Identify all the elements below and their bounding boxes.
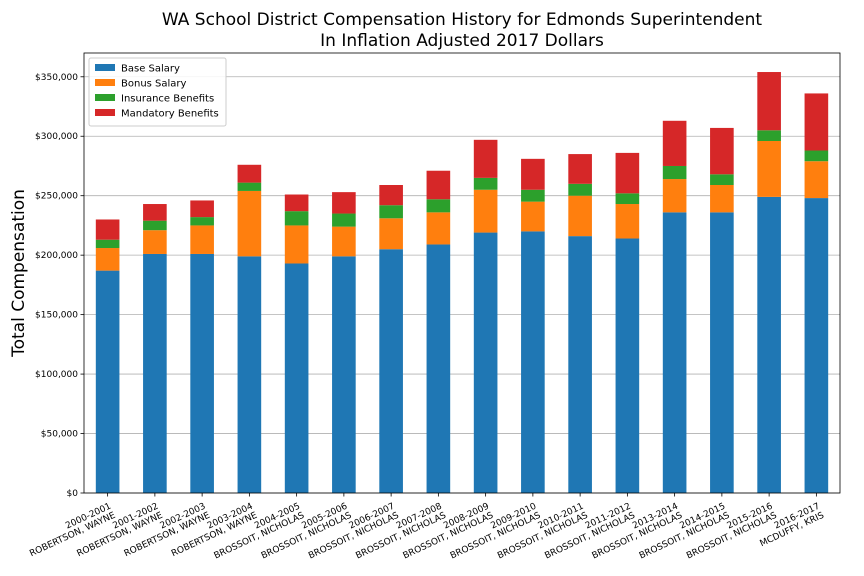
bar-insurance-benefits bbox=[662, 165, 687, 180]
bar-base-salary bbox=[710, 212, 734, 493]
y-tick-label: $150,000 bbox=[35, 311, 78, 321]
legend-swatch bbox=[95, 79, 115, 86]
legend-box bbox=[88, 57, 227, 127]
bar-insurance-benefits bbox=[379, 205, 403, 219]
bar-mandatory-benefits bbox=[426, 170, 451, 200]
bar-mandatory-benefits bbox=[237, 164, 262, 183]
bar-bonus-salary bbox=[473, 189, 498, 233]
y-tick-label: $200,000 bbox=[35, 251, 78, 261]
bar-base-salary bbox=[190, 253, 214, 493]
bar-mandatory-benefits bbox=[284, 194, 309, 212]
bar-base-salary bbox=[615, 238, 640, 493]
y-axis-label: Total Compensation bbox=[9, 189, 29, 358]
bar-mandatory-benefits bbox=[143, 204, 167, 221]
bar-insurance-benefits bbox=[568, 183, 592, 196]
bar-insurance-benefits bbox=[804, 150, 829, 162]
bar-base-salary bbox=[379, 249, 403, 493]
y-tick-label: $250,000 bbox=[35, 192, 78, 202]
chart-title-line-2: In Inflation Adjusted 2017 Dollars bbox=[320, 31, 604, 51]
bars bbox=[95, 72, 829, 494]
bar-mandatory-benefits bbox=[757, 72, 781, 131]
legend-swatch bbox=[95, 64, 115, 71]
bar-mandatory-benefits bbox=[804, 93, 829, 151]
bar-base-salary bbox=[568, 236, 592, 493]
bar-insurance-benefits bbox=[332, 213, 356, 227]
y-tick-label: $100,000 bbox=[35, 370, 78, 380]
plot-frame bbox=[83, 52, 841, 494]
chart-title-line-1: WA School District Compensation History … bbox=[162, 10, 763, 30]
x-axis-ticks: 2000-2001ROBERTSON, WAYNE2001-2002ROBERT… bbox=[24, 493, 826, 561]
legend-label: Base Salary bbox=[121, 64, 180, 75]
legend-label: Mandatory Benefits bbox=[121, 109, 219, 120]
x-tick-label: 2000-2001ROBERTSON, WAYNE bbox=[24, 502, 117, 560]
bar-bonus-salary bbox=[710, 185, 734, 213]
y-tick-label: $300,000 bbox=[35, 132, 78, 142]
bar-insurance-benefits bbox=[284, 211, 309, 226]
bar-bonus-salary bbox=[95, 248, 120, 271]
bar-bonus-salary bbox=[237, 190, 262, 257]
bar-insurance-benefits bbox=[95, 239, 120, 249]
bar-mandatory-benefits bbox=[379, 185, 403, 206]
bar-bonus-salary bbox=[284, 225, 309, 264]
legend-swatch bbox=[95, 94, 115, 101]
bar-mandatory-benefits bbox=[332, 192, 356, 214]
bar-base-salary bbox=[95, 270, 120, 493]
bar-base-salary bbox=[143, 253, 167, 493]
bar-bonus-salary bbox=[426, 212, 451, 245]
legend-label: Bonus Salary bbox=[121, 79, 187, 90]
bar-insurance-benefits bbox=[190, 217, 214, 226]
legend: Base Salary Bonus Salary Insurance Benefit… bbox=[88, 57, 227, 127]
bar-mandatory-benefits bbox=[95, 219, 120, 240]
bar-insurance-benefits bbox=[521, 189, 545, 202]
bar-base-salary bbox=[284, 263, 309, 493]
legend-swatch bbox=[95, 109, 115, 116]
bar-insurance-benefits bbox=[237, 182, 262, 191]
bar-insurance-benefits bbox=[426, 199, 451, 213]
y-tick-label: $50,000 bbox=[41, 430, 78, 440]
bar-bonus-salary bbox=[332, 226, 356, 257]
y-tick-label: $350,000 bbox=[35, 73, 78, 83]
bar-bonus-salary bbox=[521, 201, 545, 232]
bar-bonus-salary bbox=[615, 204, 640, 239]
bar-insurance-benefits bbox=[473, 177, 498, 190]
bar-mandatory-benefits bbox=[521, 158, 545, 190]
bar-base-salary bbox=[332, 256, 356, 493]
bar-base-salary bbox=[662, 212, 687, 493]
bar-insurance-benefits bbox=[615, 193, 640, 205]
legend-label: Insurance Benefits bbox=[121, 94, 214, 105]
bar-base-salary bbox=[237, 256, 262, 493]
bar-base-salary bbox=[426, 244, 451, 493]
bar-mandatory-benefits bbox=[615, 152, 640, 194]
bar-mandatory-benefits bbox=[473, 139, 498, 178]
bar-base-salary bbox=[804, 198, 829, 493]
bar-bonus-salary bbox=[379, 218, 403, 250]
bar-bonus-salary bbox=[143, 230, 167, 254]
y-axis-ticks: $0 $50,000 $100,000 $150,000 $200,000 $250,00… bbox=[35, 73, 84, 499]
bar-mandatory-benefits bbox=[190, 200, 214, 218]
bar-bonus-salary bbox=[568, 195, 592, 237]
bar-mandatory-benefits bbox=[662, 120, 687, 166]
bar-insurance-benefits bbox=[143, 220, 167, 231]
bar-mandatory-benefits bbox=[568, 154, 592, 184]
bar-base-salary bbox=[521, 231, 545, 494]
bar-bonus-salary bbox=[662, 179, 687, 213]
bar-insurance-benefits bbox=[710, 174, 734, 185]
bar-insurance-benefits bbox=[757, 130, 781, 141]
bar-base-salary bbox=[757, 196, 781, 493]
bar-mandatory-benefits bbox=[710, 127, 734, 175]
bar-bonus-salary bbox=[190, 225, 214, 254]
y-tick-label: $0 bbox=[67, 489, 79, 499]
bar-bonus-salary bbox=[804, 161, 829, 199]
bar-base-salary bbox=[473, 232, 498, 493]
bar-bonus-salary bbox=[757, 141, 781, 197]
